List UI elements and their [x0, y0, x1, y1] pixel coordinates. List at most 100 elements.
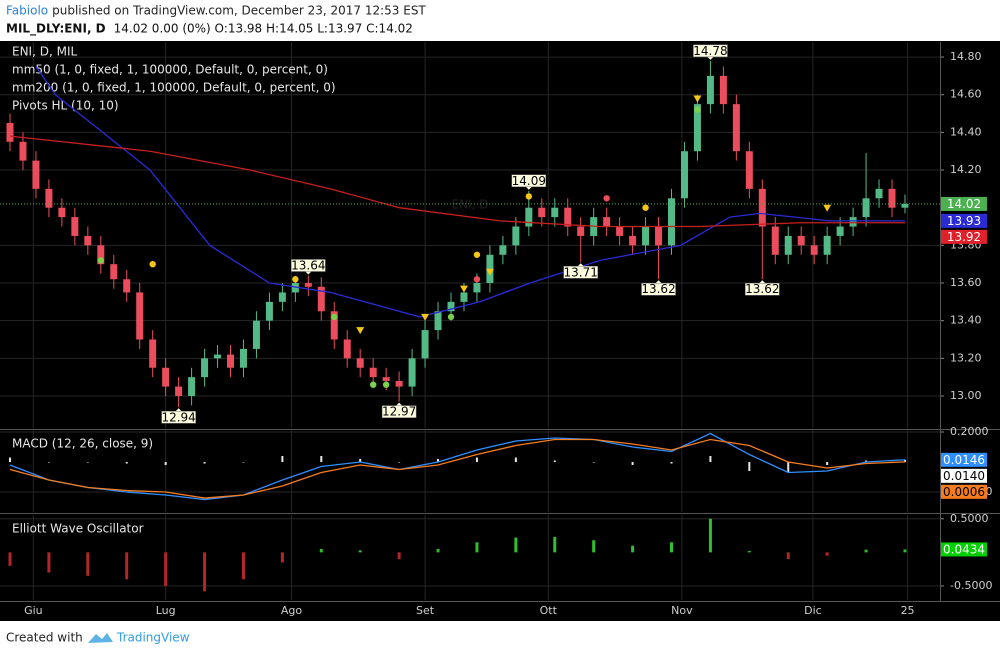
candle-body — [395, 380, 403, 387]
pivot-box — [693, 44, 728, 58]
macd-line — [9, 438, 906, 499]
candle-body — [291, 283, 299, 293]
author[interactable]: Fabiolo — [6, 4, 48, 18]
signal-dot — [447, 313, 455, 321]
candle-body — [603, 217, 611, 227]
candle-body — [214, 354, 222, 359]
value-label-box — [941, 229, 987, 244]
macd-line — [9, 432, 906, 501]
macd-histogram-bar — [903, 459, 906, 463]
candle-body — [680, 151, 688, 199]
signal-dot — [603, 195, 610, 202]
ewo-bar — [280, 552, 284, 563]
candle-body — [317, 286, 325, 312]
x-tick-label: Giu — [24, 604, 43, 617]
candle-body — [499, 245, 507, 255]
x-tick-label: Lug — [156, 604, 176, 617]
macd-histogram-bar — [320, 456, 323, 463]
candle-body — [136, 292, 144, 340]
ewo-bar — [397, 552, 401, 560]
value-label-box — [941, 196, 987, 211]
x-tick-label: Ott — [540, 604, 558, 617]
chart-bg — [0, 41, 1000, 621]
x-tick-label: Dic — [804, 604, 822, 617]
pivot-box — [161, 411, 196, 424]
ewo-bar — [514, 537, 518, 553]
pivot-box — [291, 259, 326, 272]
macd-histogram-bar — [9, 457, 12, 463]
ewo-bar — [747, 551, 751, 553]
ewo-bar — [8, 552, 12, 566]
candle-body — [836, 226, 844, 236]
y-tick-label: 14.20 — [950, 163, 982, 176]
ewo-bar — [631, 545, 635, 553]
pivot-box — [563, 266, 598, 279]
macd-histogram-bar — [164, 462, 167, 466]
candle-body — [512, 226, 520, 246]
candle-body — [849, 217, 857, 227]
ewo-bar — [553, 536, 557, 553]
macd-histogram-bar — [398, 462, 401, 463]
candle-body — [343, 339, 351, 359]
legend-entry: mm200 (1, 0, fixed, 1, 100000, Default, … — [12, 81, 336, 95]
candle-body — [149, 339, 157, 368]
macd-histogram-bar — [709, 456, 712, 463]
legend-entry: Pivots HL (10, 10) — [12, 99, 119, 113]
y-tick-label: 0.2000 — [950, 425, 989, 438]
candle-body — [369, 367, 377, 378]
x-tick-label: Set — [416, 604, 435, 617]
candle-body — [252, 320, 260, 349]
candle-body — [6, 122, 14, 142]
ewo-bar — [708, 518, 712, 553]
ewo-bar — [203, 552, 207, 592]
published: published on TradingView.com, December 2… — [52, 4, 426, 18]
value-label-box — [941, 542, 987, 557]
candle-body — [110, 264, 118, 280]
candle-body — [71, 217, 79, 236]
ewo-bar — [164, 552, 168, 586]
candle-body — [823, 235, 831, 255]
candle-body — [447, 301, 455, 312]
candle-body — [382, 377, 390, 381]
pivot-box — [511, 174, 547, 188]
logo — [88, 633, 113, 643]
y-tick-label: 14.80 — [950, 50, 982, 63]
y-tick-label: 13.00 — [950, 389, 982, 402]
macd-histogram-bar — [826, 462, 829, 466]
ewo-bar — [864, 549, 868, 553]
candle-body — [32, 160, 40, 189]
candle-body — [564, 207, 572, 227]
candle-body — [875, 188, 883, 199]
macd-histogram-bar — [865, 460, 868, 463]
ewo-bar — [592, 540, 596, 553]
macd-histogram-bar — [359, 459, 362, 463]
macd-histogram-bar — [242, 462, 245, 463]
macd-histogram-bar — [125, 462, 128, 464]
pivot-box — [381, 405, 417, 418]
value-label: 14.02 — [947, 197, 981, 211]
panel-title: ENI, D, MIL — [12, 45, 77, 59]
candle-body — [655, 226, 663, 246]
y-tick-label: 13.60 — [950, 276, 982, 289]
value-label: 13.92 — [947, 230, 981, 244]
ewo-bar — [903, 549, 907, 553]
value-label-box — [941, 213, 987, 228]
candle-body — [123, 279, 131, 293]
candle-body — [84, 235, 92, 246]
candle-body — [719, 75, 727, 105]
signal-dot — [642, 204, 649, 211]
brand[interactable]: TradingView — [116, 631, 190, 645]
candle-body — [175, 386, 183, 396]
macd-histogram-bar — [553, 460, 556, 463]
ewo-bar — [436, 549, 440, 553]
ewo-bar — [47, 552, 51, 573]
macd-histogram-bar — [592, 462, 595, 463]
candle-body — [525, 207, 533, 227]
ewo-bar — [319, 549, 323, 553]
candle-body — [97, 245, 105, 265]
signal-dot — [369, 381, 377, 388]
ewo-bar — [670, 542, 674, 553]
value-label: 13.93 — [947, 214, 981, 228]
macd-histogram-bar — [86, 462, 89, 463]
value-label-box — [941, 452, 987, 467]
